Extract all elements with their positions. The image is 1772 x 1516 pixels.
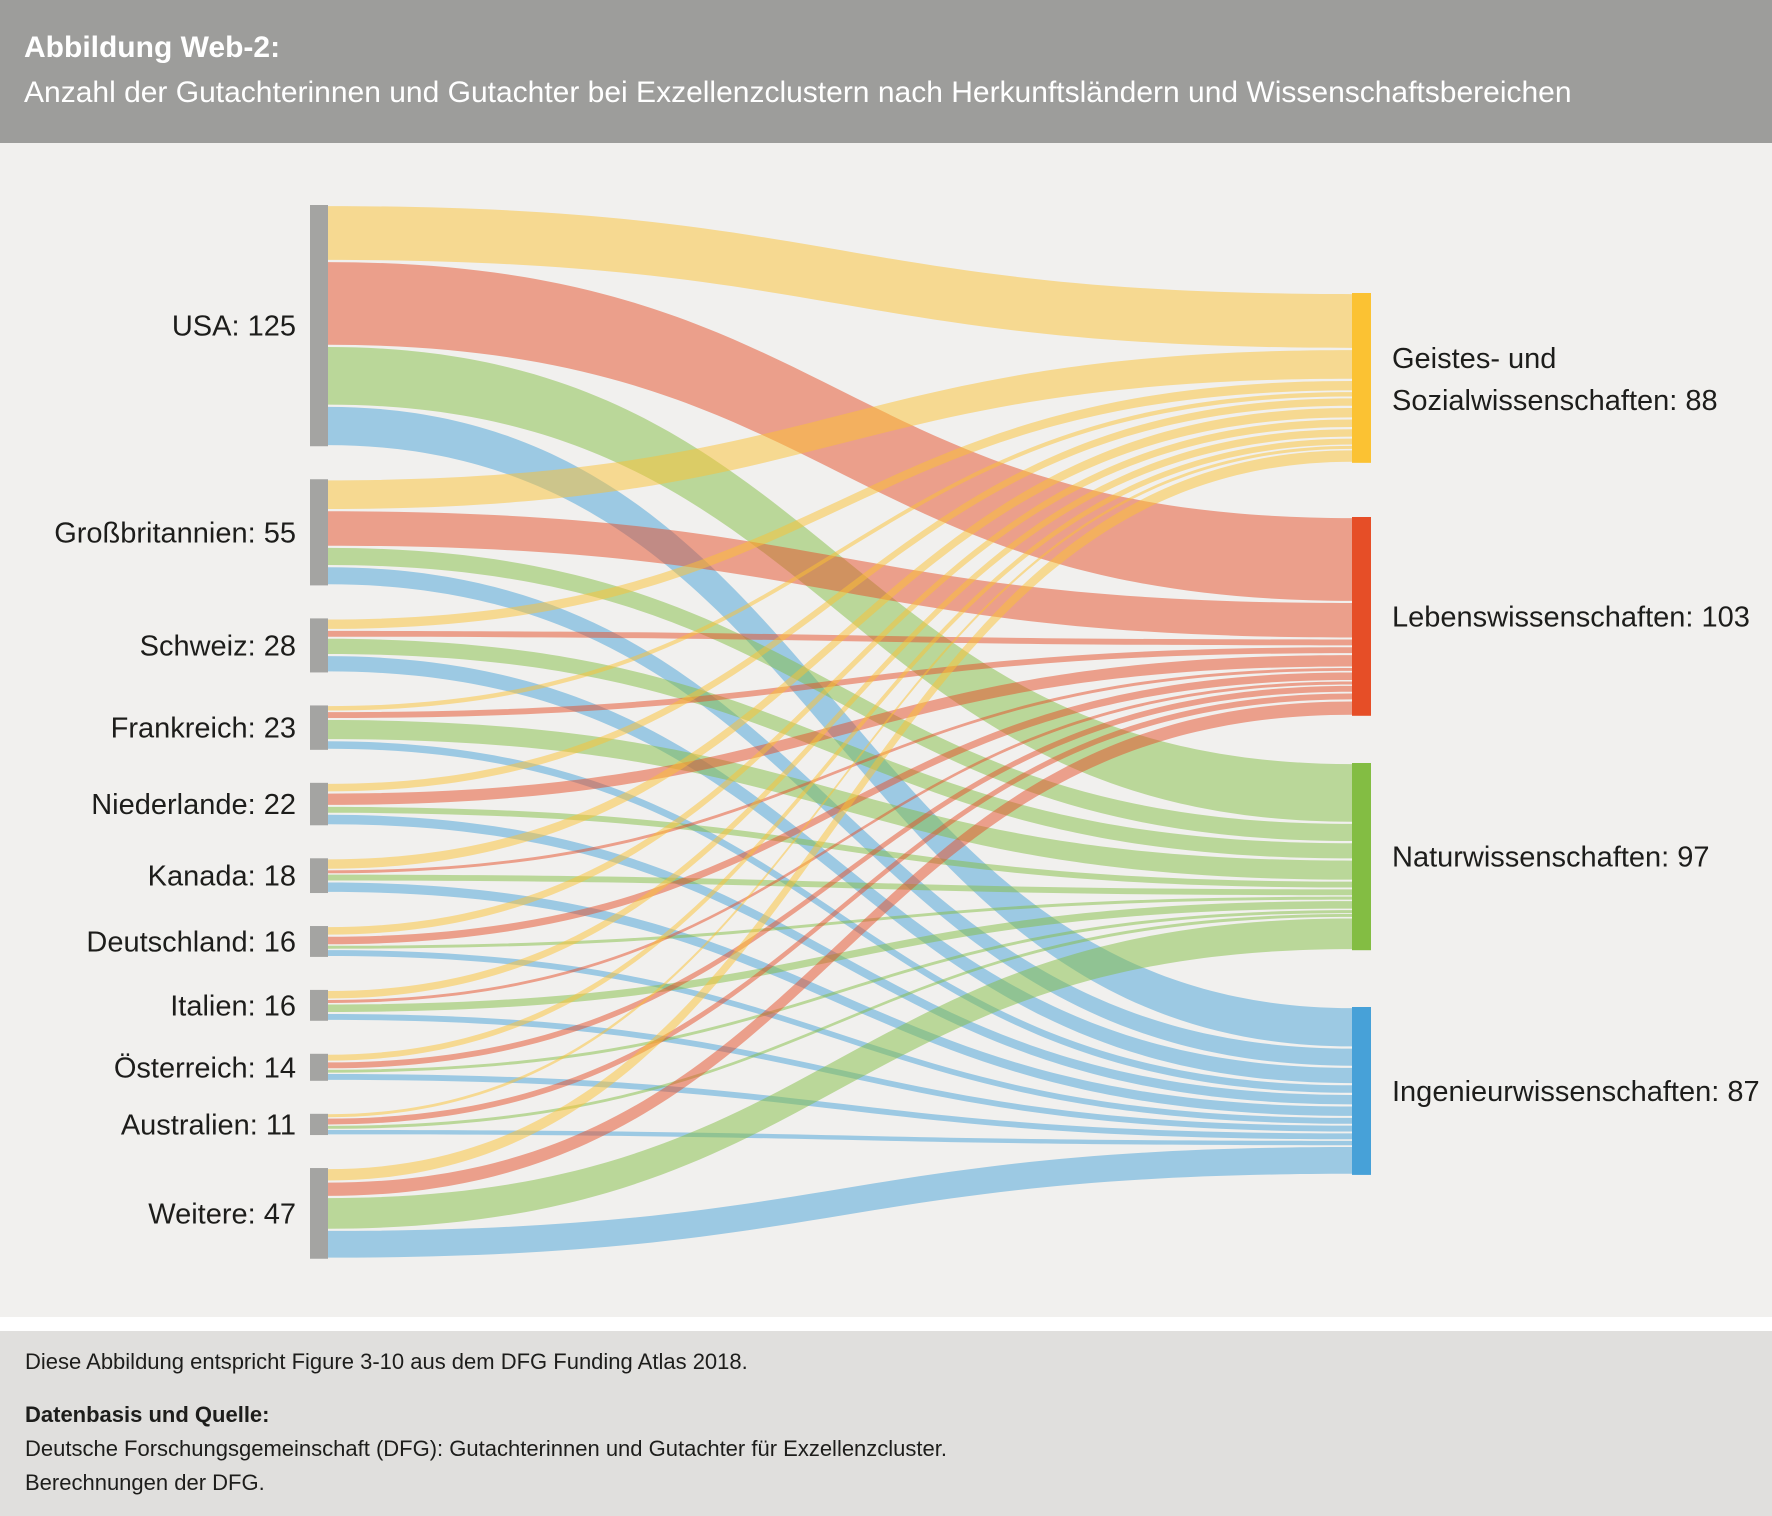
flow-oesterreich-lebenswissenschaften [328,685,1352,1069]
source-label-kanada: Kanada: 18 [148,861,296,893]
source-node-niederlande [310,782,328,826]
flow-oesterreich-geistes-und-sozialwissenschaften [328,438,1352,1061]
source-label-grossbritannien: Großbritannien: 55 [54,517,296,549]
flow-weitere-ingenieurwissenschaften [328,1147,1352,1258]
flow-italien-naturwissenschaften [328,901,1352,1012]
flow-schweiz-ingenieurwissenschaften [328,656,1352,1084]
flow-niederlande-naturwissenschaften [328,806,1352,888]
target-node-lebenswissenschaften [1352,517,1371,716]
flow-kanada-geistes-und-sozialwissenschaften [328,407,1352,869]
flow-italien-geistes-und-sozialwissenschaften [328,429,1352,999]
flow-deutschland-lebenswissenschaften [328,672,1352,945]
flow-italien-lebenswissenschaften [328,681,1352,1003]
target-node-naturwissenschaften [1352,763,1371,951]
flow-weitere-naturwissenschaften [328,918,1352,1229]
flow-frankreich-ingenieurwissenschaften [328,741,1352,1093]
footer-note: Diese Abbildung entspricht Figure 3-10 a… [25,1349,748,1374]
source-node-frankreich [310,705,328,750]
source-label-niederlande: Niederlande: 22 [91,789,296,821]
source-label-schweiz: Schweiz: 28 [140,630,296,662]
source-label-italien: Italien: 16 [170,990,296,1022]
target-label-geistes-und-sozialwissenschaften: Sozialwissenschaften: 88 [1392,385,1718,417]
source-label-oesterreich: Österreich: 14 [114,1052,296,1084]
flow-frankreich-naturwissenschaften [328,720,1352,880]
target-node-geistes-und-sozialwissenschaften [1352,293,1371,463]
source-label-australien: Australien: 11 [121,1109,296,1141]
source-label-frankreich: Frankreich: 23 [111,713,296,745]
source-label-weitere: Weitere: 47 [148,1198,296,1230]
flow-kanada-lebenswissenschaften [328,668,1352,874]
flow-schweiz-geistes-und-sozialwissenschaften [328,380,1352,629]
source-node-grossbritannien [310,479,328,586]
nodes [310,205,1371,1259]
flow-grossbritannien-lebenswissenschaften [328,511,1352,638]
flow-niederlande-lebenswissenschaften [328,655,1352,805]
source-label-usa: USA: 125 [172,311,296,343]
flow-australien-geistes-und-sozialwissenschaften [328,445,1352,1118]
target-node-ingenieurwissenschaften [1352,1007,1371,1175]
source-node-weitere [310,1168,328,1259]
target-label-ingenieurwissenschaften: Ingenieurwissenschaften: 87 [1392,1076,1760,1108]
source-node-italien [310,989,328,1021]
footer-source-line: Berechnungen der DFG. [25,1470,265,1495]
flow-niederlande-geistes-und-sozialwissenschaften [328,398,1352,792]
flow-usa-geistes-und-sozialwissenschaften [328,206,1352,348]
flow-kanada-ingenieurwissenschaften [328,882,1352,1116]
flow-deutschland-naturwissenschaften [328,896,1352,949]
flow-oesterreich-naturwissenschaften [328,910,1352,1073]
flow-oesterreich-ingenieurwissenschaften [328,1074,1352,1140]
source-node-schweiz [310,618,328,673]
flow-frankreich-geistes-und-sozialwissenschaften [328,392,1352,711]
figure-title: Abbildung Web-2: [24,31,281,64]
footer-source-heading: Datenbasis und Quelle: [25,1402,270,1427]
divider [0,1317,1772,1331]
source-node-australien [310,1113,328,1136]
source-node-usa [310,205,328,447]
flows [328,206,1352,1258]
source-node-kanada [310,858,328,894]
figure-footer: Diese Abbildung entspricht Figure 3-10 a… [0,1331,1772,1516]
source-node-deutschland [310,926,328,957]
flow-australien-lebenswissenschaften [328,693,1352,1125]
flow-frankreich-lebenswissenschaften [328,647,1352,719]
target-label-naturwissenschaften: Naturwissenschaften: 97 [1392,842,1710,874]
figure-header: Abbildung Web-2: Anzahl der Gutachterinn… [0,0,1772,143]
footer-source-line: Deutsche Forschungsgemeinschaft (DFG): G… [25,1436,947,1461]
flow-deutschland-geistes-und-sozialwissenschaften [328,419,1352,935]
target-label-lebenswissenschaften: Lebenswissenschaften: 103 [1392,601,1750,633]
source-node-oesterreich [310,1053,328,1081]
node-labels: USA: 125 Großbritannien: 55 Schweiz: 28 Fra… [54,311,1759,1231]
flow-weitere-lebenswissenschaften [328,701,1352,1196]
flow-grossbritannien-naturwissenschaften [328,547,1352,842]
source-label-deutschland: Deutschland: 16 [86,926,296,958]
target-label-geistes-und-sozialwissenschaften: Geistes- und [1392,343,1556,375]
flow-weitere-geistes-und-sozialwissenschaften [328,450,1352,1181]
flow-grossbritannien-geistes-und-sozialwissenschaften [328,350,1352,510]
figure-subtitle: Anzahl der Gutachterinnen und Gutachter … [24,76,1572,109]
flow-deutschland-ingenieurwissenschaften [328,950,1352,1124]
flow-australien-naturwissenschaften [328,914,1352,1129]
